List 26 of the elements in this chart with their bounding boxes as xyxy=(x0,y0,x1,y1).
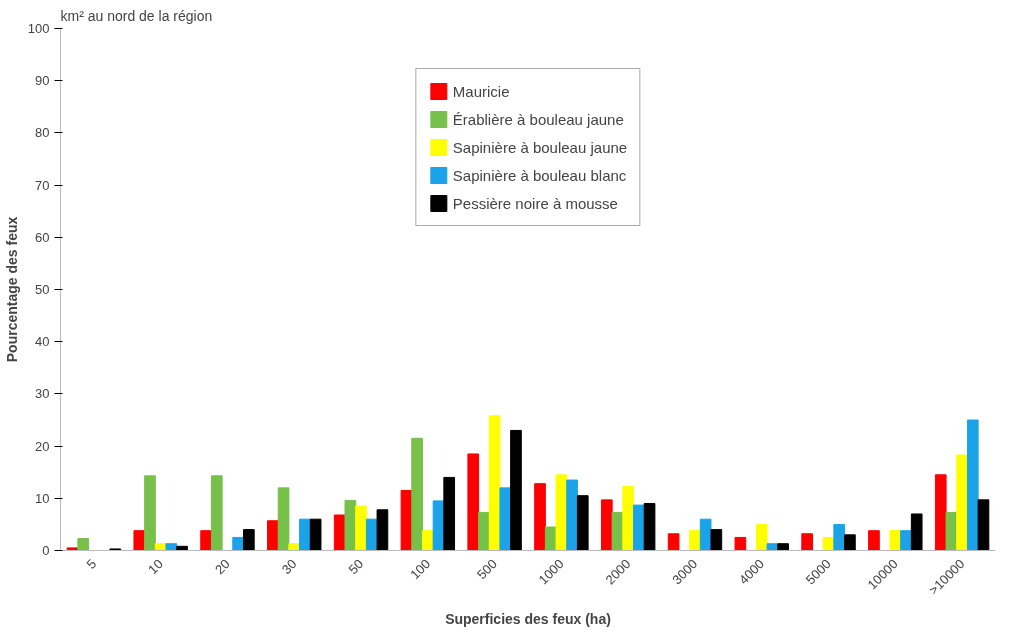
y-tick-label: 30 xyxy=(35,386,50,402)
legend-label: Pessière noire à mousse xyxy=(452,194,618,212)
y-tick-label: 0 xyxy=(42,543,50,558)
y-tick-label: 20 xyxy=(35,438,50,454)
legend-label: Érablière à bouleau jaune xyxy=(452,110,624,128)
x-tick-label: 500 xyxy=(473,556,500,583)
legend-label: Sapinière à bouleau jaune xyxy=(452,138,628,156)
y-tick-label: 90 xyxy=(35,73,50,89)
y-tick-label: 100 xyxy=(27,21,50,36)
legend-label: Mauricie xyxy=(452,82,510,100)
x-tick-label: 100 xyxy=(407,556,434,583)
x-tick-label: 5 xyxy=(83,556,100,572)
legend-label: Sapinière à bouleau blanc xyxy=(452,166,627,184)
text: km² au nord de la région xyxy=(60,7,213,24)
y-tick-label: 70 xyxy=(35,177,50,193)
y-tick-label: 40 xyxy=(35,334,50,350)
x-tick-label: 50 xyxy=(345,556,367,578)
x-tick-label: 20 xyxy=(211,556,233,578)
y-tick-label: 60 xyxy=(35,229,50,245)
x-tick-label: 30 xyxy=(278,556,300,578)
y-axis-title: Pourcentage des feux xyxy=(3,216,20,363)
x-axis-title: Superficies des feux (ha) xyxy=(445,611,611,628)
x-tick-label: 10 xyxy=(145,556,166,578)
y-tick-label: 80 xyxy=(35,125,50,141)
y-tick-label: 50 xyxy=(35,282,50,297)
y-tick-label: 10 xyxy=(35,490,50,506)
